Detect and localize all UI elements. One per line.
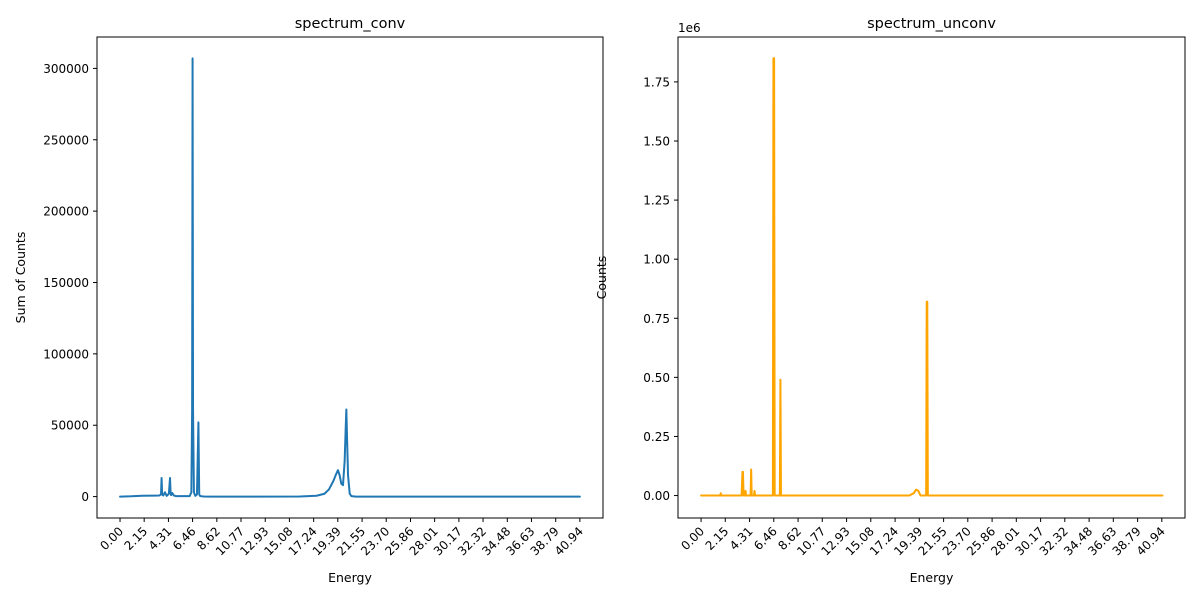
axes-frame (677, 36, 1186, 519)
chart-title: spectrum_conv (295, 16, 406, 32)
series-line-0 (119, 57, 581, 498)
y-tick-label: 0 (81, 490, 89, 504)
y-tick-label: 1.00 (643, 253, 670, 267)
y-axis-label: Sum of Counts (13, 232, 28, 324)
y-tick-label: 1.75 (643, 75, 670, 89)
y-tick-label: 0.25 (643, 430, 670, 444)
y-offset-text: 1e6 (678, 21, 701, 35)
y-axis-label: Counts (594, 256, 609, 300)
y-tick-label: 0.75 (643, 312, 670, 326)
y-tick-label: 300000 (43, 62, 89, 76)
y-tick-label: 200000 (43, 205, 89, 219)
x-axis-label: Energy (910, 570, 954, 585)
plot-area (678, 37, 1185, 518)
y-tick-label: 50000 (51, 419, 89, 433)
x-axis-label: Energy (328, 570, 372, 585)
y-tick-label: 0.00 (643, 489, 670, 503)
y-tick-label: 100000 (43, 347, 89, 361)
y-tick-label: 150000 (43, 276, 89, 290)
plot-area (97, 37, 603, 518)
axes-frame (96, 36, 604, 519)
y-tick-label: 0.50 (643, 371, 670, 385)
series-line-0 (700, 57, 1164, 497)
y-tick-label: 1.50 (643, 135, 670, 149)
y-tick-label: 250000 (43, 133, 89, 147)
y-tick-label: 1.25 (643, 194, 670, 208)
chart-title: spectrum_unconv (867, 16, 996, 32)
